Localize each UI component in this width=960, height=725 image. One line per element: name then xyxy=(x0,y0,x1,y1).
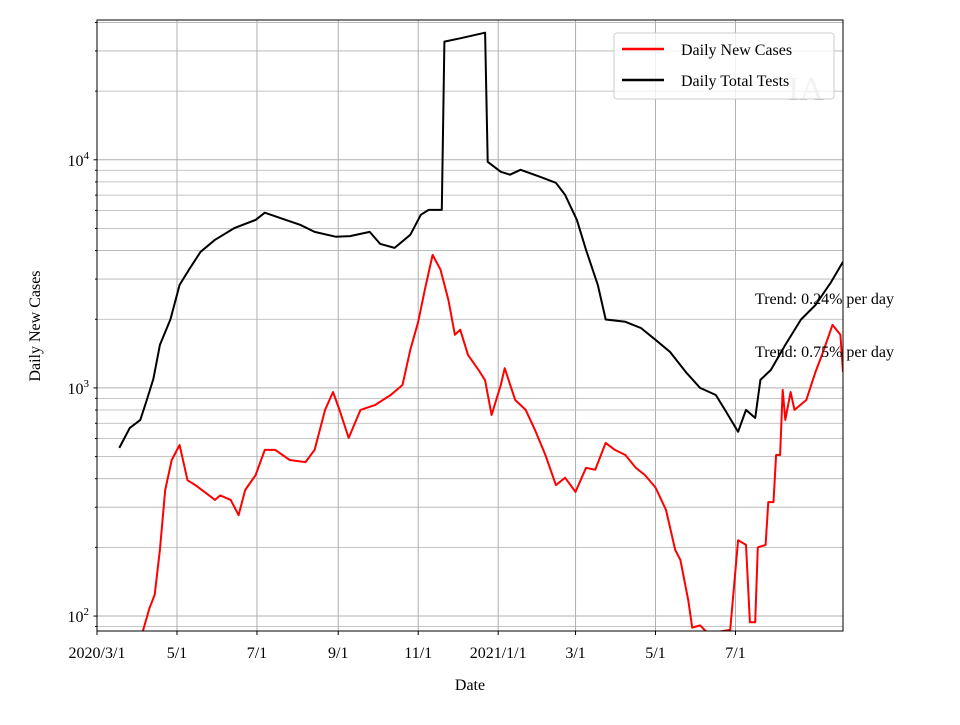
trend-annotation-cases: Trend: 0.75% per day xyxy=(755,344,894,361)
trend-annotation-tests: Trend: 0.24% per day xyxy=(755,291,894,308)
y-tick-label: 103 xyxy=(68,378,90,398)
x-tick-label: 7/1 xyxy=(247,645,267,662)
grid xyxy=(96,20,843,631)
x-axis: 2020/3/1 5/1 7/1 9/1 11/1 2021/1/1 3/1 5/1 7/1 xyxy=(69,631,746,662)
x-tick-label: 7/1 xyxy=(725,645,745,662)
x-tick-label: 9/1 xyxy=(328,645,348,662)
x-tick-label: 2020/3/1 xyxy=(69,645,126,662)
legend-label-cases: Daily New Cases xyxy=(681,42,792,59)
x-tick-label: 3/1 xyxy=(565,645,585,662)
legend-label-tests: Daily Total Tests xyxy=(681,73,789,90)
x-tick-label: 5/1 xyxy=(167,645,187,662)
y-tick-label: 102 xyxy=(68,606,90,626)
x-tick-label: 11/1 xyxy=(404,645,432,662)
series-lines xyxy=(118,31,843,631)
y-axis: 102 103 104 xyxy=(68,21,97,627)
plot-frame xyxy=(96,19,844,632)
x-tick-label: 5/1 xyxy=(645,645,665,662)
x-tick-label: 2021/1/1 xyxy=(470,645,527,662)
y-tick-label: 104 xyxy=(68,150,90,170)
x-axis-label: Date xyxy=(455,677,485,694)
series-line-daily-new-cases xyxy=(141,253,843,631)
legend: Daily New Cases Daily Total Tests xyxy=(613,32,835,100)
y-axis-label: Daily New Cases xyxy=(27,270,44,381)
series-line-daily-total-tests xyxy=(118,31,843,449)
